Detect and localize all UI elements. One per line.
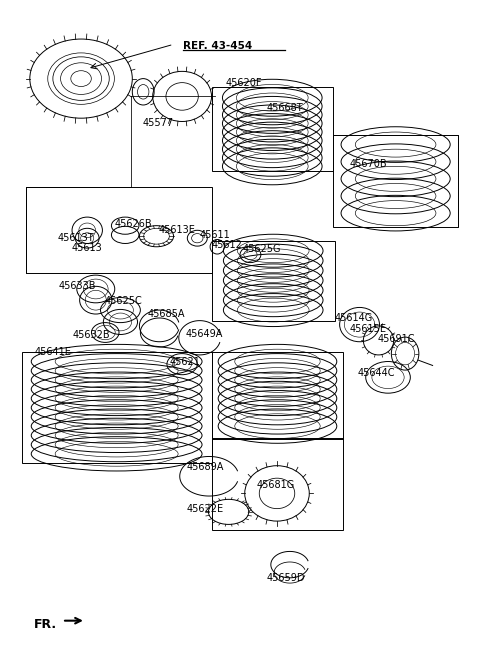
Text: FR.: FR. bbox=[34, 618, 57, 631]
Text: 45626B: 45626B bbox=[114, 219, 152, 229]
Text: 45621: 45621 bbox=[170, 357, 201, 367]
Text: 45613T: 45613T bbox=[57, 233, 94, 243]
Text: 45611: 45611 bbox=[200, 230, 230, 240]
Text: 45691C: 45691C bbox=[378, 334, 415, 344]
Text: 45577: 45577 bbox=[143, 118, 174, 128]
Text: 45668T: 45668T bbox=[266, 103, 303, 113]
Text: 45649A: 45649A bbox=[185, 329, 223, 339]
Text: 45670B: 45670B bbox=[349, 160, 387, 170]
Text: 45613: 45613 bbox=[72, 243, 102, 253]
Text: 45632B: 45632B bbox=[73, 330, 110, 340]
Text: 45659D: 45659D bbox=[266, 573, 305, 583]
Text: 45620F: 45620F bbox=[226, 78, 262, 88]
Text: 45644C: 45644C bbox=[358, 368, 395, 378]
Bar bbox=[25, 188, 212, 273]
Bar bbox=[212, 87, 333, 171]
Text: 45614G: 45614G bbox=[335, 313, 373, 323]
Text: 45681G: 45681G bbox=[257, 481, 295, 491]
Text: 45685A: 45685A bbox=[147, 309, 185, 319]
Bar bbox=[22, 352, 212, 463]
Text: 45613E: 45613E bbox=[158, 225, 195, 235]
Text: 45633B: 45633B bbox=[59, 281, 96, 291]
Bar bbox=[212, 352, 343, 440]
Bar bbox=[212, 438, 343, 530]
Text: 45625G: 45625G bbox=[242, 245, 281, 255]
Text: 45689A: 45689A bbox=[187, 462, 224, 472]
Text: REF. 43-454: REF. 43-454 bbox=[183, 41, 252, 51]
Text: 45622E: 45622E bbox=[187, 504, 224, 514]
Text: 45612: 45612 bbox=[212, 241, 242, 251]
Text: 45615E: 45615E bbox=[349, 325, 386, 334]
Bar bbox=[212, 241, 335, 321]
Text: 45641E: 45641E bbox=[35, 347, 72, 357]
Bar bbox=[333, 135, 458, 227]
Text: 45625C: 45625C bbox=[105, 296, 143, 306]
